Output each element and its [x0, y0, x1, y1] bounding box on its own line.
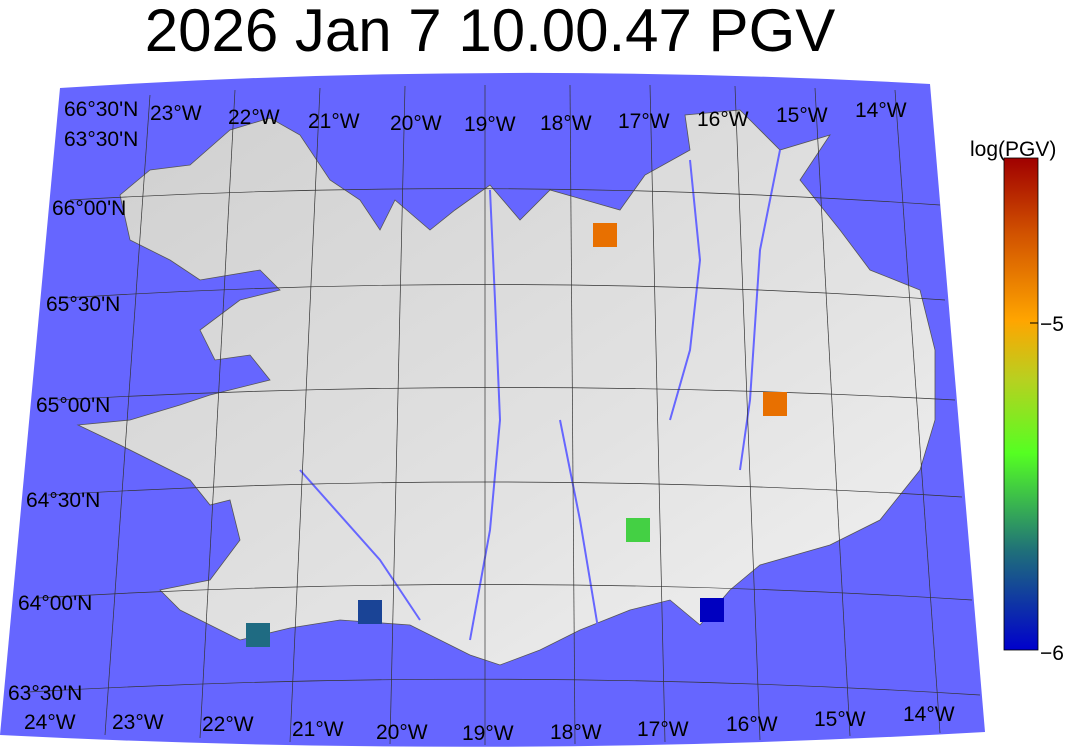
lon-label: 14°W [855, 99, 907, 122]
lon-label: 24°W [24, 711, 76, 734]
lat-labels: 66°00'N 65°30'N 65°00'N 64°30'N 64°00'N … [8, 197, 126, 705]
rivers [299, 149, 781, 641]
lon-label: 15°W [776, 104, 828, 127]
station-marker [700, 598, 724, 622]
corner-label: 66°30'N [64, 98, 138, 121]
stations [246, 223, 787, 647]
lon-label: 19°W [464, 113, 516, 136]
lon-label: 19°W [462, 722, 514, 745]
colorbar-tick-label: −6 [1040, 642, 1064, 665]
bottom-lon-labels: 24°W 23°W 22°W 21°W 20°W 19°W 18°W 17°W … [24, 703, 955, 745]
station-marker [763, 392, 787, 416]
top-lon-labels: 23°W 22°W 21°W 20°W 19°W 18°W 17°W 16°W … [64, 98, 907, 151]
lon-label: 18°W [550, 721, 602, 744]
corner-label: 63°30'N [64, 128, 138, 151]
lon-label: 22°W [202, 713, 254, 736]
lat-label: 65°00'N [36, 394, 110, 417]
lat-label: 63°30'N [8, 682, 82, 705]
lat-label: 64°00'N [18, 592, 92, 615]
colorbar-tick-label: −5 [1040, 313, 1064, 336]
lon-label: 20°W [376, 721, 428, 744]
station-marker [626, 518, 650, 542]
lat-label: 65°30'N [46, 293, 120, 316]
colorbar: log(PGV) −5 −6 [970, 138, 1064, 665]
lon-label: 16°W [697, 108, 749, 131]
lon-label: 17°W [618, 110, 670, 133]
station-marker [246, 623, 270, 647]
station-marker [593, 223, 617, 247]
lon-label: 23°W [112, 711, 164, 734]
lon-label: 21°W [292, 718, 344, 741]
graticule [27, 84, 981, 745]
lon-label: 22°W [228, 106, 280, 129]
lon-label: 16°W [726, 713, 778, 736]
lon-label: 17°W [637, 718, 689, 741]
lon-label: 23°W [150, 102, 202, 125]
lon-label: 18°W [540, 112, 592, 135]
lon-label: 15°W [814, 708, 866, 731]
map-title: 2026 Jan 7 10.00.47 PGV [144, 0, 836, 64]
colorbar-label: log(PGV) [970, 138, 1056, 161]
station-marker [358, 600, 382, 624]
lat-label: 66°00'N [52, 197, 126, 220]
lon-label: 14°W [903, 703, 955, 726]
lat-label: 64°30'N [26, 489, 100, 512]
colorbar-gradient [1003, 157, 1039, 651]
lon-label: 20°W [390, 112, 442, 135]
lon-label: 21°W [308, 110, 360, 133]
